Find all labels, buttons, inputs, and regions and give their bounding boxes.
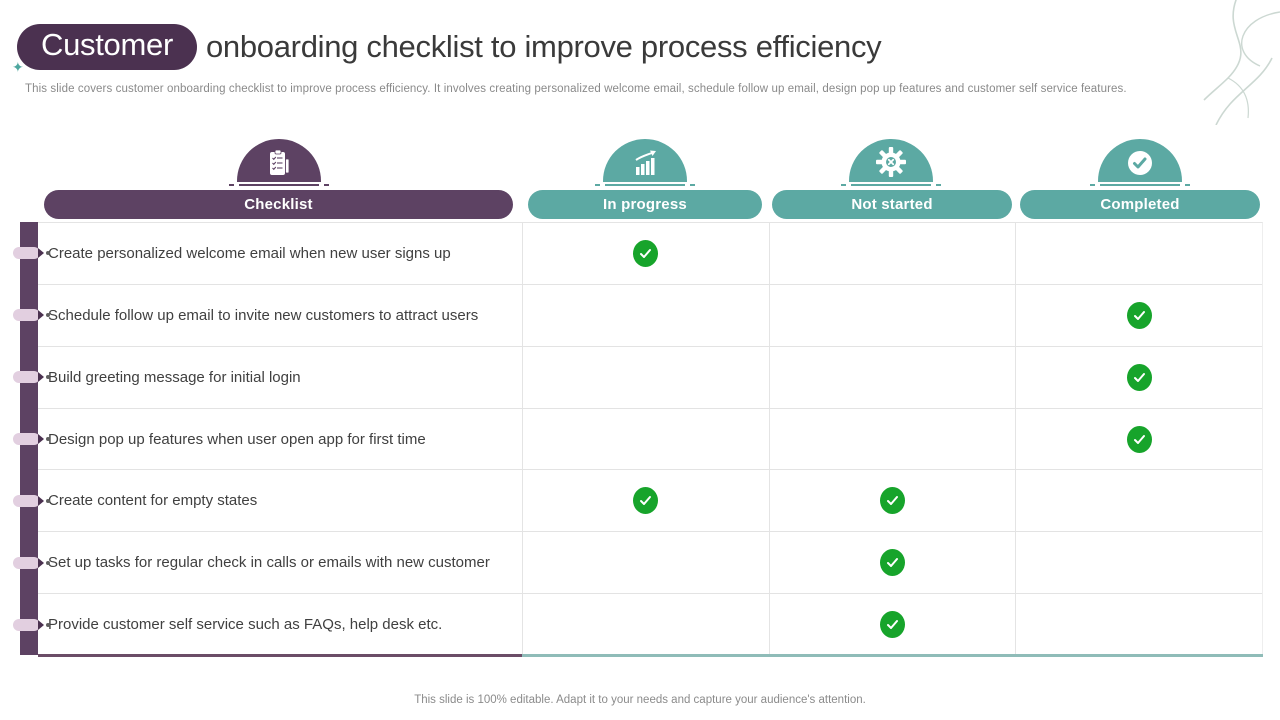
task-label: Design pop up features when user open ap… <box>48 430 426 448</box>
row-tab-marker <box>13 556 50 569</box>
in-progress-dome <box>603 139 687 182</box>
table-bottom-line-teal <box>522 654 1263 657</box>
row-tab-marker <box>13 494 50 507</box>
table-row: Design pop up features when user open ap… <box>13 408 1262 471</box>
footer-note: This slide is 100% editable. Adapt it to… <box>414 694 866 706</box>
checklist-dash-underline <box>229 184 329 186</box>
not-started-dome <box>849 139 933 182</box>
completed-dome <box>1098 139 1182 182</box>
page-title: Customer onboarding checklist to improve… <box>17 24 882 70</box>
task-label: Provide customer self service such as FA… <box>48 616 443 634</box>
table-row: Set up tasks for regular check in calls … <box>13 532 1262 595</box>
title-text: onboarding checklist to improve process … <box>205 29 882 64</box>
sparkle-icon: ✦ <box>12 59 24 75</box>
row-tab-marker <box>13 309 50 322</box>
task-label: Set up tasks for regular check in calls … <box>48 554 490 572</box>
row-tab-marker <box>13 371 50 384</box>
checklist-table: Create personalized welcome email when n… <box>13 222 1263 656</box>
row-tab-marker <box>13 618 50 631</box>
clipboard-checklist-icon <box>270 149 290 175</box>
table-row: Create personalized welcome email when n… <box>13 223 1262 285</box>
check-icon <box>880 487 905 515</box>
row-tab-marker <box>13 433 50 445</box>
check-circle-icon <box>1128 151 1152 175</box>
gear-x-icon <box>876 147 906 177</box>
corner-leaf-decoration <box>1203 0 1280 125</box>
title-highlight: Customer <box>17 24 197 70</box>
column-header-completed: Completed <box>1020 190 1260 219</box>
check-icon <box>880 611 905 639</box>
check-icon <box>633 487 659 515</box>
table-row: Schedule follow up email to invite new c… <box>13 284 1262 347</box>
check-icon <box>633 239 659 267</box>
table-bottom-line-purple <box>38 654 522 657</box>
column-header-checklist: Checklist <box>44 190 513 219</box>
completed-dash-underline <box>1090 184 1190 186</box>
checklist-dome <box>237 139 321 182</box>
task-label: Create content for empty states <box>48 492 258 510</box>
column-header-in-progress: In progress <box>528 190 762 219</box>
check-icon <box>1126 301 1152 329</box>
check-icon <box>880 549 905 577</box>
check-icon <box>1126 363 1152 391</box>
table-row: Provide customer self service such as FA… <box>13 594 1262 656</box>
task-label: Build greeting message for initial login <box>48 368 301 386</box>
table-row: Build greeting message for initial login <box>13 346 1262 409</box>
check-icon <box>1126 425 1152 453</box>
column-header-not-started: Not started <box>772 190 1012 219</box>
growth-bars-icon <box>635 150 656 175</box>
table-row: Create content for empty states <box>13 470 1262 533</box>
in-progress-dash-underline <box>595 184 695 186</box>
task-label: Create personalized welcome email when n… <box>48 244 451 262</box>
row-tab-marker <box>13 247 50 260</box>
not-started-dash-underline <box>841 184 941 186</box>
subtitle: This slide covers customer onboarding ch… <box>25 83 1127 95</box>
task-label: Schedule follow up email to invite new c… <box>48 306 479 324</box>
